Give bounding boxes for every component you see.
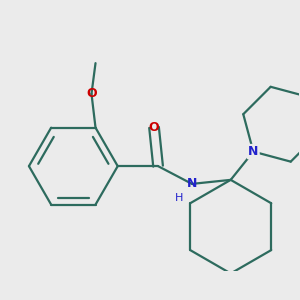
Text: H: H [175, 193, 183, 202]
Text: O: O [149, 121, 159, 134]
Text: N: N [248, 145, 259, 158]
Text: N: N [248, 145, 259, 158]
Text: N: N [187, 177, 197, 190]
Text: O: O [86, 87, 97, 100]
